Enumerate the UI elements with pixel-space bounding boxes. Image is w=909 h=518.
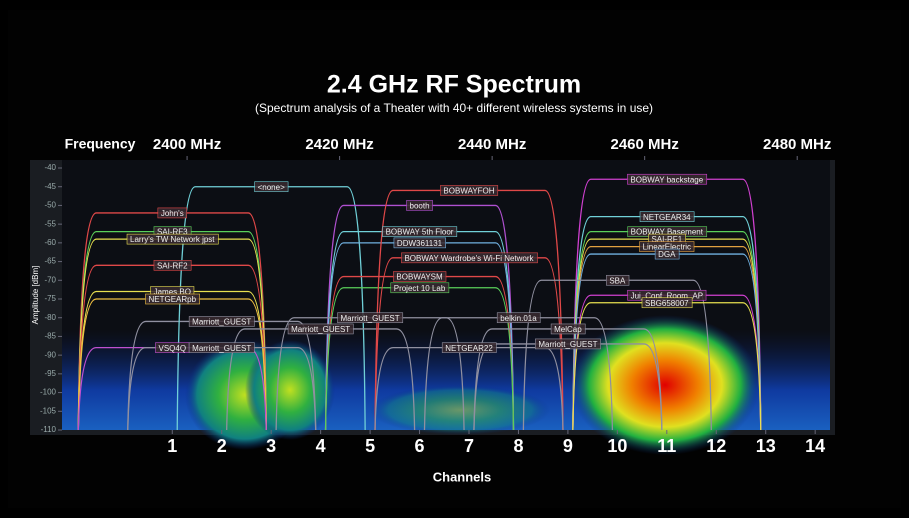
network-label: SAI-RF2 — [154, 260, 191, 270]
y-tick-label: -55 — [44, 219, 56, 228]
y-tick-label: -90 — [44, 350, 56, 359]
x-tick-label: 5 — [365, 436, 375, 456]
x2-tick-label: 2400 MHz — [153, 136, 221, 153]
network-label: belkin.01a — [497, 313, 540, 323]
network-label: MelCap — [551, 324, 585, 334]
network-label: BOBWAY backstage — [627, 174, 706, 184]
frequency-label: Frequency — [65, 136, 136, 152]
y-tick-label: -60 — [44, 238, 56, 247]
title: 2.4 GHz RF Spectrum — [327, 71, 581, 99]
network-label: DGA — [655, 249, 679, 259]
network-label: Marriott_GUEST — [338, 313, 403, 323]
x2-tick-label: 2440 MHz — [458, 136, 526, 153]
network-label: VSQ4Q — [155, 343, 189, 353]
network-label: Larry's TW Network jpst — [127, 234, 218, 244]
network-name: NETGEAR34 — [643, 213, 691, 222]
network-name: Project 10 Lab — [394, 284, 446, 293]
x2-tick-label: 2480 MHz — [763, 136, 831, 153]
x-tick-label: 14 — [805, 436, 825, 456]
network-name: belkin.01a — [500, 314, 537, 323]
network-name: BOBWAYFOH — [443, 187, 494, 196]
network-name: MelCap — [554, 325, 582, 334]
network-label: John's — [158, 208, 187, 218]
network-label: BOBWAY 5th Floor — [383, 227, 457, 237]
x2-tick-label: 2460 MHz — [610, 136, 678, 153]
network-name: DDW361131 — [397, 239, 443, 248]
network-name: Marriott_GUEST — [291, 325, 350, 334]
chart: 2.4 GHz RF Spectrum (Spectrum analysis o… — [0, 0, 909, 518]
y-tick-label: -80 — [44, 313, 56, 322]
x-tick-label: 3 — [266, 436, 276, 456]
y-tick-label: -50 — [44, 201, 56, 210]
network-name: SAI-RF2 — [157, 261, 188, 270]
network-name: Marriott_GUEST — [341, 314, 400, 323]
y-tick-label: -85 — [44, 332, 56, 341]
x-tick-label: 4 — [316, 436, 326, 456]
y-tick-label: -100 — [40, 388, 57, 397]
network-name: BOBWAY Wardrobe's Wi-Fi Network — [404, 254, 534, 263]
network-label: SBA — [606, 275, 629, 285]
network-name: SBG658007 — [645, 299, 689, 308]
page: 2.4 GHz RF Spectrum (Spectrum analysis o… — [0, 0, 909, 518]
network-name: BOBWAY 5th Floor — [386, 228, 454, 237]
network-label: SBG658007 — [642, 298, 692, 308]
heat-spot — [570, 315, 760, 455]
network-label: BOBWAY Wardrobe's Wi-Fi Network — [401, 253, 537, 263]
x-tick-label: 6 — [415, 436, 425, 456]
network-label: Marriott_GUEST — [189, 316, 254, 326]
heat-spot — [245, 340, 335, 440]
network-name: SBA — [609, 276, 626, 285]
y-tick-label: -95 — [44, 369, 56, 378]
network-name: BOBWAY backstage — [630, 175, 703, 184]
x-axis-title: Channels — [433, 469, 492, 484]
network-label: NETGEAR22 — [442, 343, 496, 353]
network-name: NETGEAR22 — [445, 344, 493, 353]
y-tick-label: -70 — [44, 275, 56, 284]
x-tick-label: 13 — [756, 436, 776, 456]
y-tick-label: -40 — [44, 163, 56, 172]
x-tick-label: 8 — [513, 436, 523, 456]
network-name: NETGEARpb — [148, 295, 196, 304]
x-tick-label: 7 — [464, 436, 474, 456]
network-label: Marriott_GUEST — [535, 339, 600, 349]
x-tick-label: 10 — [607, 436, 627, 456]
network-label: BOBWAYSM — [393, 272, 446, 282]
network-name: booth — [410, 202, 430, 211]
y-tick-label: -65 — [44, 257, 56, 266]
x-tick-label: 12 — [706, 436, 726, 456]
network-label: <none> — [255, 182, 288, 192]
network-label: NETGEAR34 — [640, 212, 694, 222]
network-label: NETGEARpb — [145, 294, 199, 304]
x2-tick-label: 2420 MHz — [305, 136, 373, 153]
network-label: DDW361131 — [394, 238, 446, 248]
network-name: Marriott_GUEST — [192, 344, 251, 353]
network-label: BOBWAYFOH — [440, 185, 497, 195]
network-name: Larry's TW Network jpst — [130, 235, 215, 244]
y-tick-label: -110 — [41, 425, 57, 434]
y-tick-label: -105 — [40, 406, 57, 415]
network-name: Marriott_GUEST — [192, 318, 251, 327]
network-label: Marriott_GUEST — [189, 343, 254, 353]
x-tick-label: 9 — [563, 436, 573, 456]
subtitle: (Spectrum analysis of a Theater with 40+… — [255, 101, 653, 115]
x-tick-label: 2 — [217, 436, 227, 456]
network-name: Marriott_GUEST — [538, 340, 597, 349]
network-name: John's — [161, 209, 184, 218]
network-name: BOBWAYSM — [396, 273, 443, 282]
y-tick-label: -75 — [44, 294, 56, 303]
x-tick-label: 11 — [657, 436, 676, 456]
network-label: booth — [407, 200, 433, 210]
x-tick-label: 1 — [167, 436, 177, 456]
network-label: Project 10 Lab — [391, 283, 449, 293]
y-axis-title: Amplitude [dBm] — [31, 266, 40, 325]
network-name: <none> — [258, 183, 285, 192]
network-name: VSQ4Q — [158, 344, 186, 353]
y-tick-label: -45 — [44, 182, 56, 191]
network-label: Marriott_GUEST — [288, 324, 353, 334]
network-name: DGA — [658, 250, 676, 259]
